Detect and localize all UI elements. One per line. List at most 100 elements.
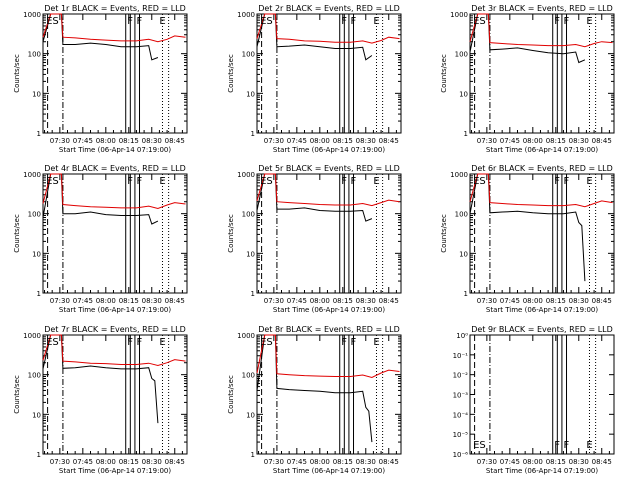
y-tick-label: 1 [251,290,255,298]
flag-interval [134,13,141,134]
marker-label: F [136,176,142,187]
marker-label: F [127,16,133,27]
x-tick-label: 08:30 [569,137,589,145]
x-tick-label: 08:15 [333,297,353,305]
x-tick-label: 07:30 [477,297,497,305]
series-lld [42,13,186,43]
y-tick-label: 10 [246,90,255,98]
y-tick-label: 10 [32,90,41,98]
panel-title: Det 3r BLACK = Events, RED = LLD [471,4,613,13]
marker-label: F [136,16,142,27]
marker-label: ES [473,440,486,451]
panel-det-2: Det 2r BLACK = Events, RED = LLD 1 10 100 10… [227,4,402,154]
x-axis-label: Start Time (06-Apr-14 07:19:00) [273,146,385,154]
y-axis-label: Counts/sec [440,214,448,253]
y-tick-label: 10⁻⁵ [453,431,469,439]
x-tick-label: 08:00 [310,137,330,145]
marker-label: F [341,337,347,348]
y-tick-label: 1 [251,451,255,459]
y-tick-label: 100 [242,51,255,59]
y-tick-label: 100 [455,51,468,59]
x-tick-label: 07:45 [500,137,520,145]
marker-label: F [563,176,569,187]
y-axis-label: Counts/sec [227,214,235,253]
x-axis-label: Start Time (06-Apr-14 07:19:00) [486,146,598,154]
panel-det-4: Det 4r BLACK = Events, RED = LLD 1 10 100 10… [13,164,188,314]
x-tick-label: 08:15 [333,458,353,466]
x-tick-label: 08:15 [546,137,566,145]
x-tick-label: 08:00 [523,458,543,466]
marker-label: E [159,176,165,187]
marker-label: ES [473,176,486,187]
y-tick-label: 100 [28,372,41,380]
y-tick-label: 1 [251,130,255,138]
x-tick-label: 08:45 [379,297,399,305]
x-tick-label: 08:45 [165,297,185,305]
panel-title: Det 7r BLACK = Events, RED = LLD [44,325,186,334]
marker-label: F [554,176,560,187]
y-tick-label: 10 [246,411,255,419]
marker-label: E [586,16,592,27]
x-tick-label: 07:45 [73,297,93,305]
y-tick-label: 1000 [23,332,41,340]
y-tick-label: 1000 [237,11,255,19]
y-tick-label: 10⁻⁴ [453,411,469,419]
marker-label: ES [260,337,273,348]
series-events [256,334,373,443]
marker-label: F [127,176,133,187]
y-tick-label: 1000 [23,11,41,19]
flag-interval [348,334,355,455]
plot-frame [256,334,402,455]
plot-frame [42,334,188,455]
y-tick-label: 1000 [23,171,41,179]
x-axis-label: Start Time (06-Apr-14 07:19:00) [486,467,598,475]
y-tick-label: 10⁻¹ [453,352,469,360]
plot-frame [256,173,402,294]
x-tick-label: 08:30 [142,297,162,305]
marker-label: F [563,440,569,451]
panel-title: Det 9r BLACK = Events, RED = LLD [471,325,613,334]
series-lld [42,334,186,367]
series-events [469,173,586,282]
y-tick-label: 1 [464,130,468,138]
marker-label: F [554,440,560,451]
x-axis-label: Start Time (06-Apr-14 07:19:00) [273,306,385,314]
marker-label: E [373,16,379,27]
panel-det-7: Det 7r BLACK = Events, RED = LLD 1 10 100 10… [13,325,188,475]
x-tick-label: 08:45 [592,137,612,145]
x-tick-label: 08:45 [165,137,185,145]
y-tick-label: 1000 [237,171,255,179]
x-tick-label: 07:30 [264,297,284,305]
flag-interval [339,173,345,294]
y-tick-label: 1000 [237,332,255,340]
panel-det-8: Det 8r BLACK = Events, RED = LLD 1 10 100 10… [227,325,402,475]
marker-label: ES [260,16,273,27]
marker-label: F [563,16,569,27]
marker-label: F [341,16,347,27]
marker-label: E [159,16,165,27]
y-tick-label: 100 [455,211,468,219]
x-tick-label: 07:30 [50,297,70,305]
x-tick-label: 08:45 [592,458,612,466]
plot-frame [42,13,188,134]
plot-frame [469,13,615,134]
flag-interval [339,334,345,455]
x-tick-label: 08:15 [119,458,139,466]
marker-label: F [341,176,347,187]
panel-det-5: Det 5r BLACK = Events, RED = LLD 1 10 100 10… [227,164,402,314]
x-tick-label: 07:45 [287,297,307,305]
x-tick-label: 08:15 [546,297,566,305]
marker-label: ES [260,176,273,187]
plot-frame [256,13,402,134]
marker-label: ES [46,176,59,187]
panel-det-1: Det 1r BLACK = Events, RED = LLD 1 10 100 10… [13,4,188,154]
y-tick-label: 10⁰ [456,332,468,340]
panel-title: Det 1r BLACK = Events, RED = LLD [44,4,186,13]
y-tick-label: 100 [28,51,41,59]
y-axis-label: Counts/sec [13,375,21,414]
x-axis-label: Start Time (06-Apr-14 07:19:00) [59,146,171,154]
marker-label: F [127,337,133,348]
x-tick-label: 08:30 [356,137,376,145]
